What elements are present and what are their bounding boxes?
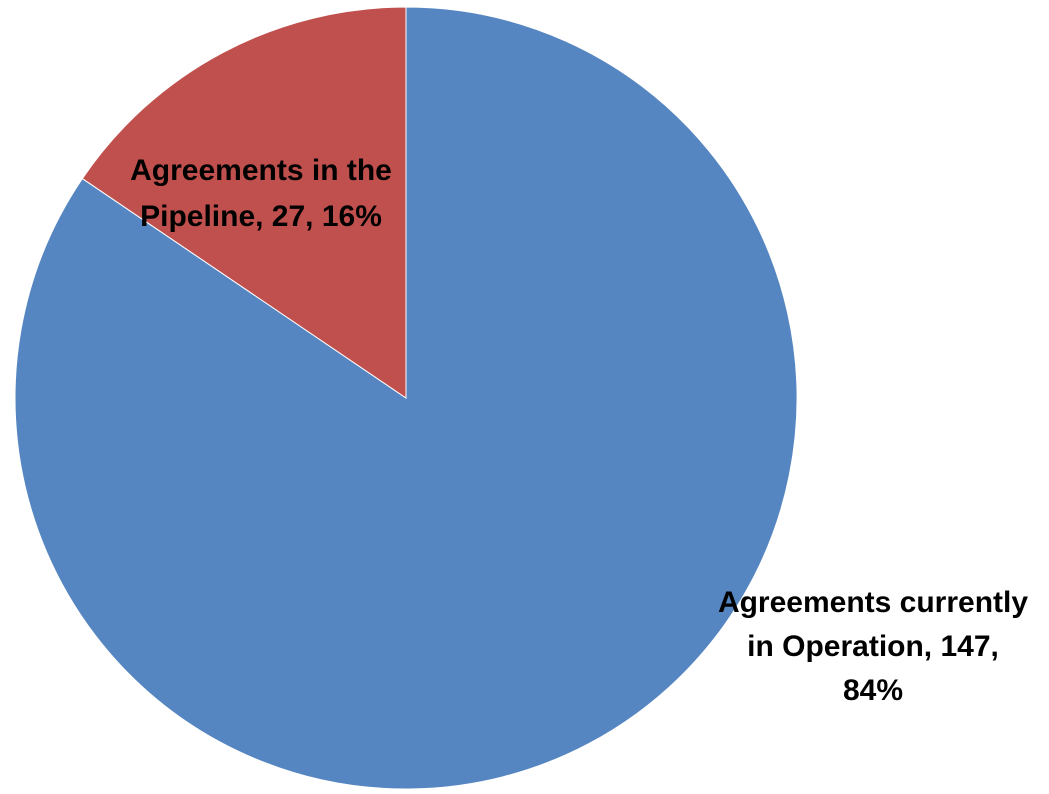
slice-pipeline bbox=[81, 6, 407, 399]
pie-slices bbox=[14, 6, 798, 790]
data-label-line: 84% bbox=[843, 674, 903, 707]
slice-operation bbox=[14, 6, 798, 790]
data-label-pipeline: Agreements in the Pipeline, 27, 16% bbox=[130, 154, 392, 233]
data-label-line: Agreements currently bbox=[718, 586, 1028, 619]
data-label-line: in Operation, 147, bbox=[747, 630, 999, 663]
pie-data-labels: Agreements currently in Operation, 147, 84… bbox=[130, 154, 1028, 707]
data-label-line: Pipeline, 27, 16% bbox=[140, 200, 382, 233]
data-label-line: Agreements in the bbox=[130, 154, 392, 187]
data-label-operation: Agreements currently in Operation, 147, 84… bbox=[718, 586, 1028, 707]
